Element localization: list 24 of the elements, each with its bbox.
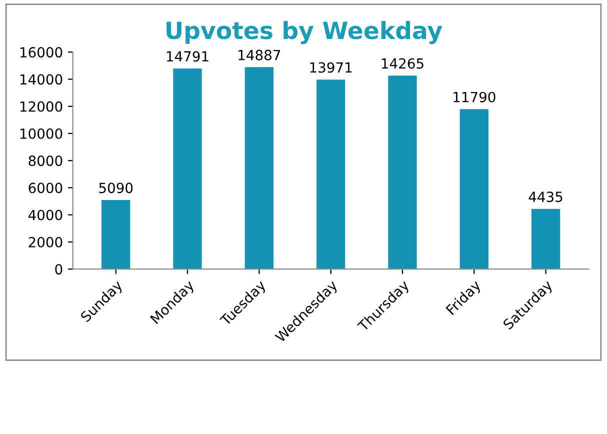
y-tick-label: 10000 <box>20 128 62 139</box>
data-label: 5090 <box>99 182 133 194</box>
bar <box>460 109 488 270</box>
data-label: 4435 <box>528 192 562 202</box>
bar <box>102 200 130 270</box>
bar <box>388 76 417 270</box>
y-tick-label: 14000 <box>20 74 62 85</box>
y-tick-label: 16000 <box>20 47 62 58</box>
data-label: 14791 <box>166 51 208 62</box>
bar <box>316 80 346 270</box>
y-tick-label: 8000 <box>28 156 62 166</box>
data-label: 14265 <box>382 58 424 69</box>
y-tick-label: 12000 <box>20 101 62 112</box>
chart-title: Upvotes by Weekday <box>166 21 442 44</box>
bar <box>531 208 560 270</box>
data-label: 13971 <box>310 62 352 73</box>
bar <box>173 68 202 270</box>
y-tick-label: 2000 <box>28 236 62 248</box>
data-label: 11790 <box>454 92 496 102</box>
y-tick-label: 0 <box>55 264 62 275</box>
y-tick-label: 4000 <box>28 210 62 220</box>
y-tick-label: 6000 <box>28 182 62 194</box>
bar <box>244 67 274 270</box>
data-label: 14887 <box>238 50 280 60</box>
